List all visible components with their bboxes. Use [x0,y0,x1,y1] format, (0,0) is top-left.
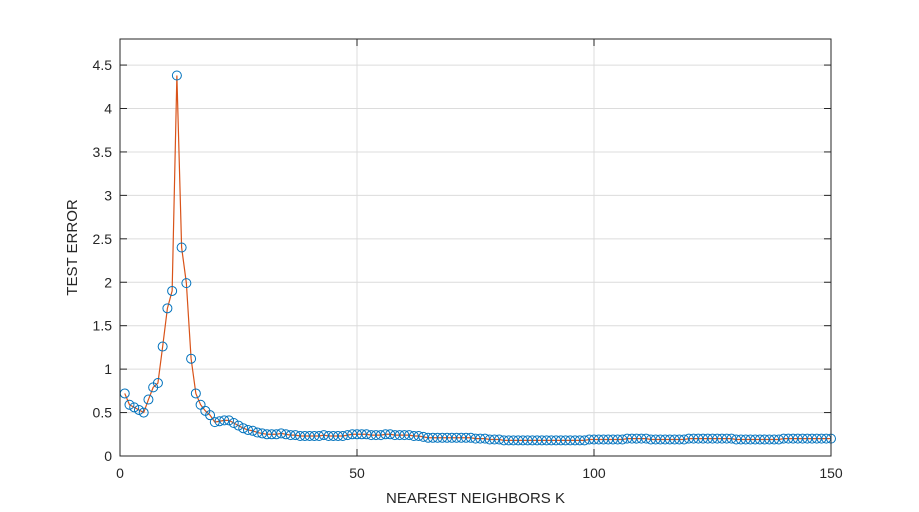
data-point [674,434,685,445]
ticks [119,39,832,457]
y-tick-label: 0 [104,448,112,464]
data-point [152,378,163,389]
data-point [489,434,500,445]
data-point [224,415,235,426]
data-point [399,430,410,441]
data-point [337,431,348,442]
data-point [176,242,187,253]
data-point [679,434,690,445]
y-tick-label: 3 [104,187,112,203]
data-point [612,434,623,445]
data-point [133,404,144,415]
x-axis-label: NEAREST NEIGHBORS K [386,490,565,507]
data-point [124,399,135,410]
grid [119,39,832,457]
data-point [385,429,396,440]
data-point [318,430,329,441]
data-point [579,435,590,446]
data-point [285,430,296,441]
x-tick-label: 0 [116,465,124,481]
data-point [186,353,197,364]
y-tick-label: 3.5 [93,144,113,160]
data-point [290,430,301,441]
y-axis-label: TEST ERROR [64,199,81,296]
data-point [214,416,225,427]
data-point [356,429,367,440]
data-point [190,388,201,399]
y-tick-label: 2.5 [93,231,113,247]
data-point [636,433,647,444]
plot-area [120,39,831,456]
data-point [280,429,291,440]
data-point [138,407,149,418]
data-point [167,285,178,296]
y-tick-label: 0.5 [93,405,113,421]
data-point [404,430,415,441]
data-point [418,431,429,442]
data-point [205,410,216,421]
y-tick-label: 1.5 [93,318,113,334]
data-point [129,402,140,413]
x-tick-label: 50 [349,465,365,481]
plot-frame [119,38,832,457]
y-tick-label: 2 [104,274,112,290]
data-point [408,431,419,442]
y-tick-label: 4.5 [93,57,113,73]
data-point [219,415,230,426]
data-point [461,432,472,443]
y-tick-label: 4 [104,101,112,117]
data-point [143,394,154,405]
data-point [494,434,505,445]
data-point [157,341,168,352]
y-tick-label: 1 [104,361,112,377]
data-point [242,424,253,435]
data-point [413,431,424,442]
data-point [228,417,239,428]
data-point [475,433,486,444]
data-point [721,433,732,444]
data-point [238,423,249,434]
data-point [726,433,737,444]
data-point [465,432,476,443]
data-point [361,429,372,440]
data-point [342,430,353,441]
data-point [276,428,287,439]
data-point [252,427,263,438]
data-point [257,428,268,439]
data-point [171,70,182,81]
tick-labels: 0 50 100 150 0 0.5 1 1.5 2 2.5 3 3.5 4 4.5 [93,57,843,481]
data-point [247,425,258,436]
x-tick-label: 150 [819,465,843,481]
data-point [333,431,344,442]
data-point [162,303,173,314]
data-point [309,431,320,442]
data-point [574,435,585,446]
x-tick-label: 100 [582,465,606,481]
markers [119,70,836,446]
data-point [266,429,277,440]
data-point [233,420,244,431]
data-point [773,434,784,445]
data-point [380,429,391,440]
data-point [641,433,652,444]
data-point [617,434,628,445]
data-point [375,430,386,441]
data-point [479,433,490,444]
data-point [181,278,192,289]
data-point [370,430,381,441]
data-point [209,417,220,428]
data-point [769,434,780,445]
